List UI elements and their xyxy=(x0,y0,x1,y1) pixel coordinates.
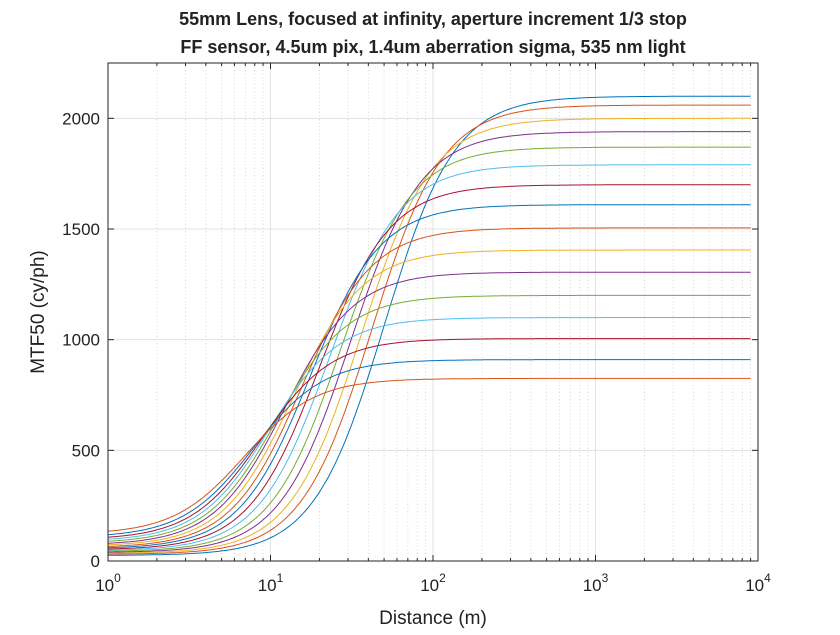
y-tick-label: 0 xyxy=(91,552,100,571)
series-line-3 xyxy=(108,117,751,554)
series-line-7 xyxy=(108,184,751,550)
series-line-4 xyxy=(107,131,751,553)
x-tick-base: 10 xyxy=(258,576,277,595)
series-line-9 xyxy=(107,227,751,547)
y-tick-label: 1000 xyxy=(62,331,100,350)
chart-title-line-2: FF sensor, 4.5um pix, 1.4um aberration s… xyxy=(180,37,685,57)
series-line-13 xyxy=(107,317,751,540)
x-tick-exponent: 0 xyxy=(114,571,121,585)
x-tick-base: 10 xyxy=(583,576,602,595)
series-line-8 xyxy=(107,204,751,549)
x-tick-exponent: 1 xyxy=(277,571,284,585)
series-line-16 xyxy=(107,377,751,532)
series-line-14 xyxy=(107,338,751,538)
series-line-15 xyxy=(107,359,751,536)
x-tick-exponent: 3 xyxy=(602,571,609,585)
series-line-12 xyxy=(107,294,751,542)
chart-title-line-1: 55mm Lens, focused at infinity, aperture… xyxy=(179,9,687,29)
series-line-2 xyxy=(108,104,751,555)
series-line-6 xyxy=(107,164,751,551)
x-tick-exponent: 2 xyxy=(439,571,446,585)
x-tick-base: 10 xyxy=(745,576,764,595)
y-axis-label: MTF50 (cy/ph) xyxy=(28,250,49,374)
y-tick-labels: 0 500 1000 1500 2000 xyxy=(62,109,100,571)
y-tick-label: 500 xyxy=(72,441,100,460)
minor-grid xyxy=(156,63,751,561)
tick-marks xyxy=(107,63,759,562)
x-axis-label: Distance (m) xyxy=(379,608,487,629)
x-tick-label: 101 xyxy=(258,571,284,595)
x-tick-label: 102 xyxy=(420,571,446,595)
x-tick-base: 10 xyxy=(95,576,114,595)
series-line-11 xyxy=(107,271,751,544)
x-tick-label: 104 xyxy=(745,571,771,595)
x-tick-label: 103 xyxy=(583,571,609,595)
y-tick-label: 2000 xyxy=(62,109,100,128)
x-tick-exponent: 4 xyxy=(764,571,771,585)
x-tick-labels: 100 101 102 103 104 xyxy=(95,571,771,595)
series-line-10 xyxy=(107,249,751,546)
x-tick-label: 100 xyxy=(95,571,121,595)
y-tick-label: 1500 xyxy=(62,220,100,239)
x-tick-base: 10 xyxy=(420,576,439,595)
series-line-5 xyxy=(108,146,751,552)
series-line-1 xyxy=(108,95,751,556)
series-lines xyxy=(107,95,751,556)
